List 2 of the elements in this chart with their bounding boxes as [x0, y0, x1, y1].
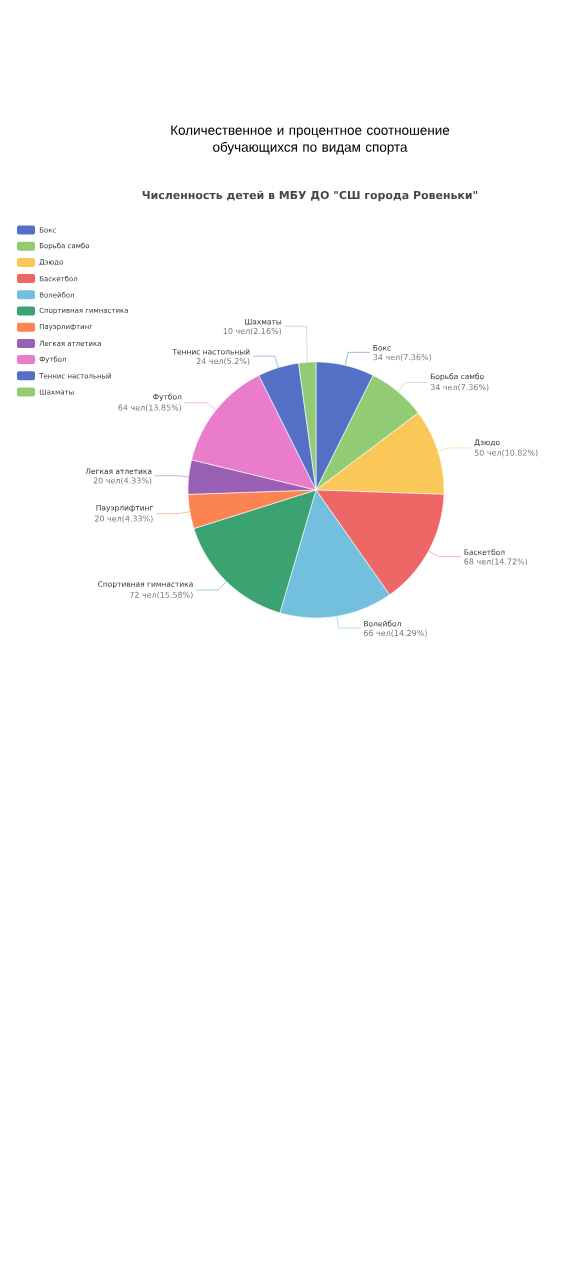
- chart-subtitle: Численность детей в МБУ ДО "СШ города Ровеньки": [142, 190, 478, 202]
- chart-title: Количественное и процентное соотношение обучающихся по видам спорта: [171, 125, 450, 155]
